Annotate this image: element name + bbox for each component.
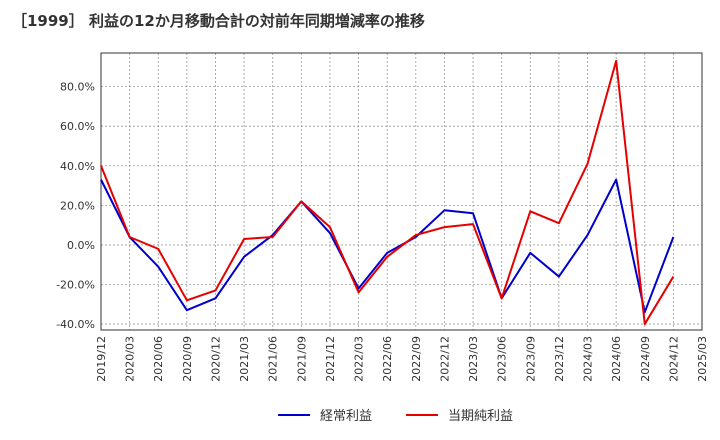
y-tick-label: -20.0% <box>56 278 95 291</box>
legend-label: 経常利益 <box>320 409 372 424</box>
y-tick-label: 40.0% <box>60 160 95 173</box>
plot-frame <box>100 52 703 331</box>
y-tick-label: 0.0% <box>67 239 95 252</box>
grid-layer <box>100 53 703 330</box>
series-line <box>100 178 675 314</box>
x-tick-label: 2022/06 <box>381 336 394 382</box>
x-tick-label: 2020/09 <box>181 336 194 382</box>
x-tick-label: 2023/12 <box>553 336 566 382</box>
x-tick-label: 2023/03 <box>467 336 480 382</box>
x-tick-label: 2021/12 <box>324 336 337 382</box>
x-tick-label: 2024/03 <box>582 336 595 382</box>
y-tick-label: 60.0% <box>60 120 95 133</box>
x-tick-label: 2022/03 <box>353 336 366 382</box>
x-tick-label: 2023/09 <box>524 336 537 382</box>
x-tick-label: 2025/03 <box>696 336 709 382</box>
x-tick-label: 2022/12 <box>438 336 451 382</box>
x-tick-label: 2021/03 <box>238 336 251 382</box>
x-tick-label: 2024/12 <box>667 336 680 382</box>
legend-layer: 経常利益 当期純利益 <box>278 409 513 424</box>
x-tick-label: 2021/09 <box>295 336 308 382</box>
x-tick-label: 2023/06 <box>496 336 509 382</box>
y-tick-label: 80.0% <box>60 81 95 94</box>
x-tick-label: 2020/12 <box>209 336 222 382</box>
x-tick-label: 2019/12 <box>95 336 108 382</box>
x-tick-label: 2020/03 <box>124 336 137 382</box>
legend-label: 当期純利益 <box>448 409 513 424</box>
x-tick-label: 2020/06 <box>152 336 165 382</box>
y-tick-label: 20.0% <box>60 199 95 212</box>
x-tick-label: 2022/09 <box>410 336 423 382</box>
series-layer <box>100 59 675 326</box>
x-tick-label: 2024/06 <box>610 336 623 382</box>
chart-title: ［1999］ 利益の12か月移動合計の対前年同期増減率の推移 <box>12 12 425 30</box>
x-tick-label: 2024/09 <box>639 336 652 382</box>
y-tick-label: -40.0% <box>56 318 95 331</box>
x-tick-label: 2021/06 <box>267 336 280 382</box>
series-line <box>100 59 675 326</box>
axis-layer: -40.0% -20.0% 0.0% 20.0% 40.0% 60.0% 80.0% 2019… <box>56 52 709 382</box>
